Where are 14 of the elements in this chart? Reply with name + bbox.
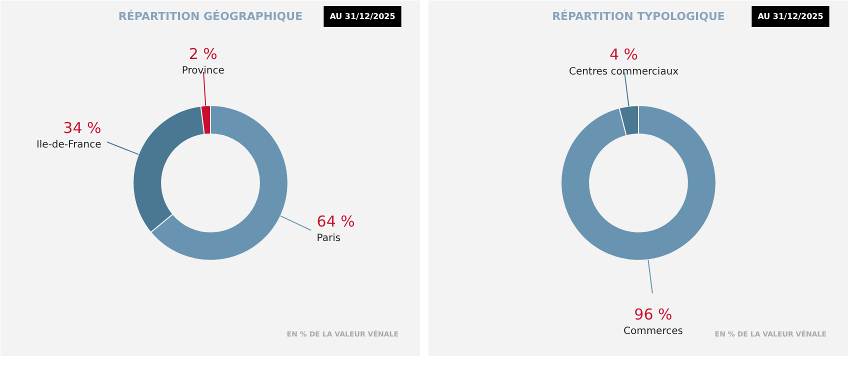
slice-label: Paris — [316, 232, 341, 244]
slice-label: Centres commerciaux — [568, 66, 679, 78]
data-label: 4 % — [609, 46, 638, 64]
slice-label: Province — [182, 66, 224, 77]
data-label: 64 % — [316, 212, 355, 230]
data-label: 2 % — [188, 45, 218, 64]
data-label: 96 % — [634, 306, 672, 324]
text: AU 31/12/2025 — [758, 12, 824, 21]
chart-subtitle: AU 31/12/2025 — [330, 12, 396, 21]
slice-label: Ile-de-France — [36, 140, 102, 151]
slice-label: Commerces — [623, 326, 683, 338]
chart-title: RÉPARTITION TYPOLOGIQUE — [552, 9, 725, 23]
data-label: 34 % — [63, 119, 102, 138]
chart-title: RÉPARTITION GÉOGRAPHIQUE — [118, 9, 303, 23]
